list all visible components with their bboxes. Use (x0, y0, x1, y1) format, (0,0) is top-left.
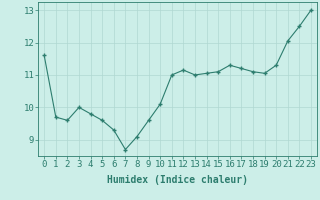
X-axis label: Humidex (Indice chaleur): Humidex (Indice chaleur) (107, 175, 248, 185)
